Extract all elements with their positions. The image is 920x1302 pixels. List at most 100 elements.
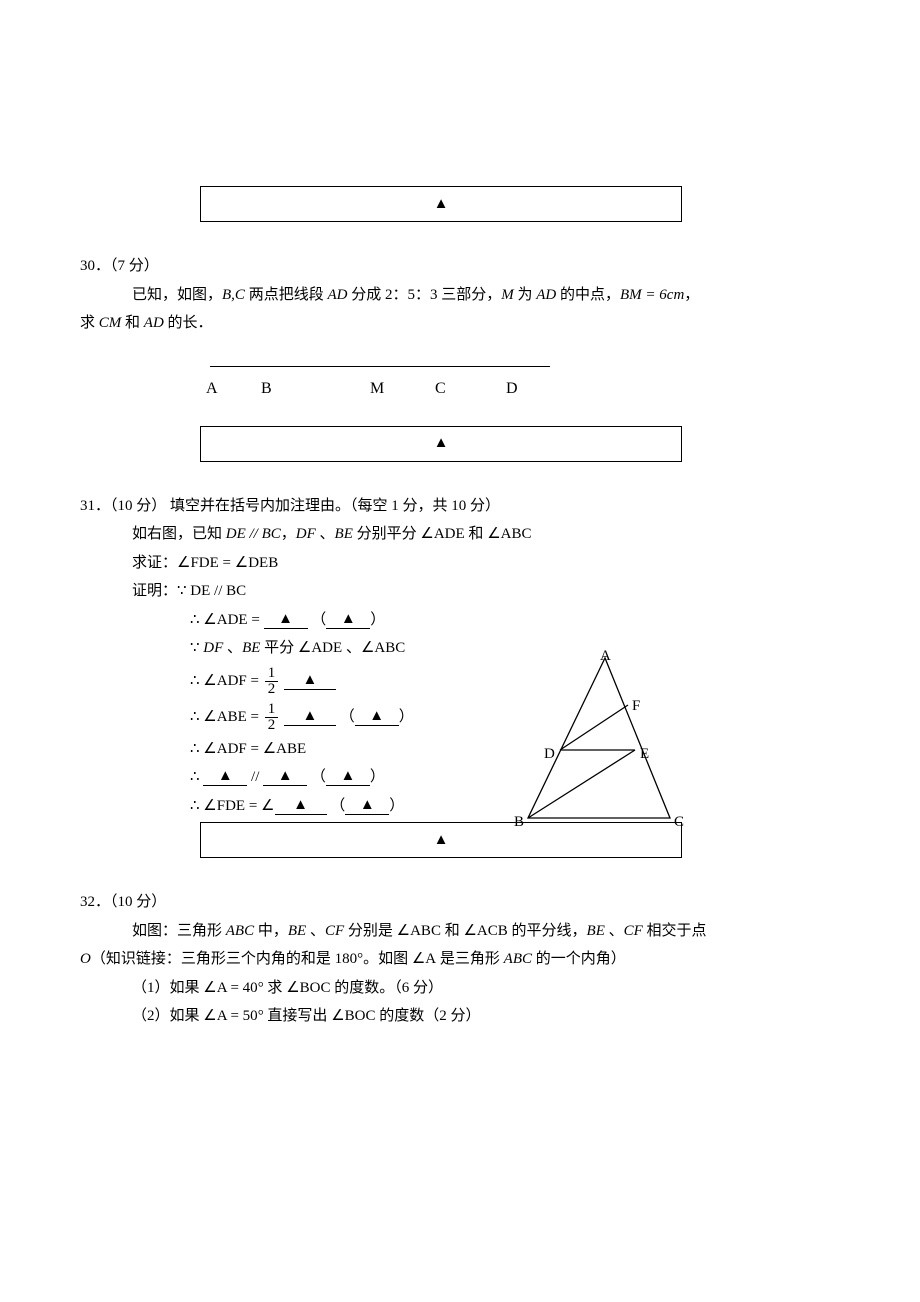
lbl-a: A — [600, 642, 611, 671]
var-bc: B,C — [222, 287, 245, 303]
p2a: ∴ ∠ADE = — [190, 612, 264, 628]
t: 相交于点 — [643, 923, 707, 939]
lbl-e: E — [640, 740, 649, 769]
blank: ▲ — [275, 799, 327, 815]
q30-stem-line2: 求 CM 和 AD 的长． — [80, 309, 840, 338]
v: ABC — [226, 923, 254, 939]
blank: ▲ — [284, 710, 336, 726]
lp: （ — [330, 798, 345, 814]
lp: （ — [340, 709, 355, 725]
lp: （ — [311, 769, 326, 785]
v: CF — [624, 923, 643, 939]
t: 分别是 — [344, 923, 397, 939]
q32-line2: O（知识链接：三角形三个内角的和是 180°。如图 ∠A 是三角形 ABC 的一… — [80, 945, 840, 974]
var-m: M — [501, 287, 514, 303]
q31-p7: ∴ ▲ // ▲ （▲） — [80, 763, 840, 792]
pt-m: M — [370, 374, 384, 404]
q32-number: 32．（10 分） — [80, 888, 840, 917]
v: CF — [325, 923, 344, 939]
lbl-f: F — [632, 692, 640, 721]
q31-p2: ∴ ∠ADE = ▲ （▲） — [80, 606, 840, 635]
q31-figure: A B C D E F — [510, 650, 690, 830]
t: （知识链接：三角形三个内角的和是 180°。如图 — [91, 951, 412, 967]
q31-p6: ∴ ∠ADF = ∠ABE — [80, 735, 840, 764]
p3-ade: ∠ADE — [298, 640, 342, 656]
v: BE — [587, 923, 605, 939]
q30-number: 30．（7 分） — [80, 252, 840, 281]
text: 、 — [316, 526, 335, 542]
q31-p3: ∵ DF 、BE 平分 ∠ADE 、∠ABC — [80, 634, 840, 663]
t: 的平分线， — [508, 923, 587, 939]
t: 是三角形 — [436, 951, 504, 967]
page: ▲ 30．（7 分） 已知，如图，B,C 两点把线段 AD 分成 2：5：3 三… — [0, 0, 920, 1111]
p4a: ∴ ∠ADF = — [190, 673, 263, 689]
var-ad3: AD — [144, 315, 164, 331]
triangle-icon: ▲ — [434, 190, 449, 219]
q31-body: A B C D E F 如右图，已知 DE // BC，DF 、BE 分别平分 … — [80, 520, 840, 820]
p7a: ∴ — [190, 769, 203, 785]
q31-p4: ∴ ∠ADF = 12 ▲ — [80, 663, 840, 699]
blank: ▲ — [284, 674, 336, 690]
v: ∠ABC — [397, 923, 441, 939]
text: 已知，如图， — [132, 287, 222, 303]
q31-proof-start: 证明：∵ DE // BC — [80, 577, 840, 606]
expr: DE // BC — [226, 526, 281, 542]
prove-eq: ∠FDE = ∠DEB — [177, 555, 278, 571]
triangle-svg — [510, 650, 690, 830]
q32-sub1: （1）如果 ∠A = 40° 求 ∠BOC 的度数。（6 分） — [80, 974, 840, 1003]
lbl-b: B — [514, 808, 524, 837]
pt-d: D — [506, 374, 518, 404]
q32-line1: 如图：三角形 ABC 中，BE 、CF 分别是 ∠ABC 和 ∠ACB 的平分线… — [80, 917, 840, 946]
v: ∠BOC — [331, 1008, 375, 1024]
v: ∠BOC — [286, 980, 330, 996]
pt-a: A — [206, 374, 218, 404]
text: 求 — [80, 315, 99, 331]
q32-sub2: （2）如果 ∠A = 50° 直接写出 ∠BOC 的度数（2 分） — [80, 1002, 840, 1031]
var-df: DF — [296, 526, 316, 542]
q31-prove: 求证：∠FDE = ∠DEB — [80, 549, 840, 578]
fraction-half: 12 — [265, 666, 279, 697]
t: 、 — [605, 923, 624, 939]
p3-be: BE — [242, 640, 260, 656]
rp: ） — [370, 769, 385, 785]
t: ° 直接写出 — [258, 1008, 332, 1024]
t: ° 求 — [258, 980, 287, 996]
text: ， — [281, 526, 296, 542]
blank: ▲ — [326, 770, 370, 786]
lbl-d: D — [544, 740, 555, 769]
v: BE — [288, 923, 306, 939]
v: O — [80, 951, 91, 967]
v: ∠ACB — [463, 923, 507, 939]
q31-p5: ∴ ∠ABE = 12 ▲ （▲） — [80, 699, 840, 735]
blank: ▲ — [326, 613, 370, 629]
text: 和 — [465, 526, 488, 542]
rp: ） — [370, 612, 385, 628]
label: 证明： — [132, 583, 177, 599]
text: 分别平分 — [353, 526, 421, 542]
text: 和 — [121, 315, 144, 331]
answer-box-top: ▲ — [200, 186, 682, 222]
text: 的中点， — [556, 287, 620, 303]
t: 的一个内角） — [532, 951, 626, 967]
text: 分成 2：5：3 三部分， — [347, 287, 501, 303]
p3-df: DF — [203, 640, 223, 656]
var-ad: AD — [327, 287, 347, 303]
eq-bm: BM = 6cm — [620, 287, 684, 303]
t: 和 — [441, 923, 464, 939]
rp: ） — [389, 798, 404, 814]
p8a: ∴ ∠FDE = ∠ — [190, 798, 275, 814]
blank: ▲ — [264, 613, 308, 629]
v: ABC — [504, 951, 532, 967]
text: 两点把线段 — [245, 287, 328, 303]
eq: ∠A = 40 — [203, 980, 257, 996]
text: 的长． — [164, 315, 213, 331]
blank: ▲ — [263, 770, 307, 786]
ang-ade: ∠ADE — [420, 526, 464, 542]
t: 、 — [306, 923, 325, 939]
text: ， — [684, 287, 699, 303]
blank: ▲ — [345, 799, 389, 815]
q31-p8: ∴ ∠FDE = ∠▲ （▲） — [80, 792, 840, 821]
p3a: ∵ — [190, 640, 203, 656]
t: 如图：三角形 — [132, 923, 226, 939]
blank: ▲ — [355, 710, 399, 726]
